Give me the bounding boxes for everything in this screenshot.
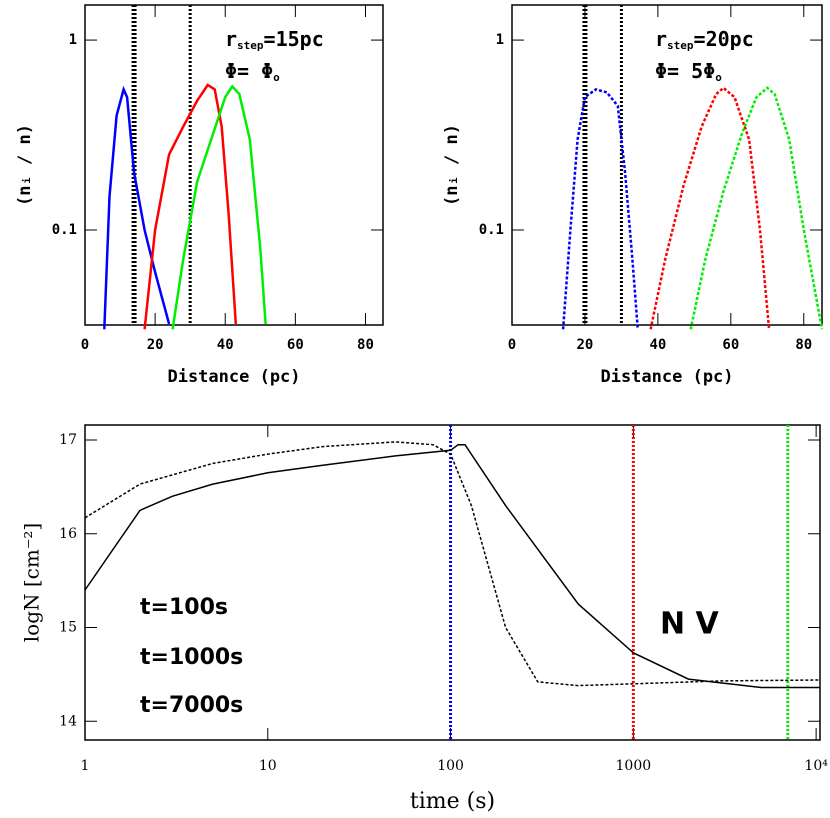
- x-tick-label: 10: [259, 758, 277, 774]
- y-tick-label: 0.1: [479, 222, 504, 238]
- data-line: [84, 443, 820, 689]
- x-tick-label: 60: [287, 337, 304, 353]
- annotation-text: r: [655, 27, 667, 51]
- data-line: [84, 441, 821, 687]
- annotation-sub: o: [715, 71, 722, 84]
- data-line: [171, 84, 267, 330]
- annotation-text: =20pc: [694, 27, 754, 51]
- annotation: Φ= Φo: [225, 59, 280, 85]
- x-tick-label: 40: [217, 337, 234, 353]
- x-tick-label: 80: [357, 337, 374, 353]
- x-tick-label: 0: [508, 337, 516, 353]
- x-tick-label: 100: [437, 758, 464, 774]
- y-axis-label: (nᵢ / n): [15, 124, 35, 206]
- data-line: [689, 86, 824, 330]
- y-tick-label: 16: [59, 526, 77, 542]
- y-tick-label: 1: [496, 32, 504, 48]
- annotation: N V: [660, 607, 720, 642]
- data-line: [561, 88, 640, 330]
- plot-frame: [84, 424, 821, 741]
- x-tick-label: 0: [81, 337, 89, 353]
- plot-frame: [84, 4, 384, 326]
- annotation-text: r: [225, 27, 237, 51]
- y-axis-label: (nᵢ / n): [442, 124, 462, 206]
- panel: 1 10 100 1000 10⁴ 14 15 16 17 time (s) logN [cm⁻²]…: [20, 424, 828, 814]
- annotation-text: Φ= Φ: [225, 59, 273, 83]
- annotation: t=7000s: [140, 693, 243, 718]
- x-tick-label: 20: [147, 337, 164, 353]
- plot-frame: [511, 4, 823, 326]
- x-axis-label: Distance (pc): [600, 367, 733, 387]
- annotation-text: =15pc: [264, 27, 324, 51]
- annotation: Φ= 5Φo: [655, 59, 722, 85]
- y-axis-label: logN [cm⁻²]: [20, 523, 44, 642]
- panel: 0 20 40 60 80 1 0.1 Distance (pc) (nᵢ / n) rstep=…: [15, 4, 384, 387]
- x-axis-label: time (s): [410, 789, 495, 814]
- x-axis-label: Distance (pc): [167, 367, 300, 387]
- annotation: rstep=20pc: [655, 27, 754, 53]
- x-tick-label: 10⁴: [804, 758, 828, 774]
- data-line: [649, 86, 771, 330]
- annotation: t=1000s: [140, 645, 243, 670]
- annotation-text: Φ= 5Φ: [655, 59, 715, 83]
- annotation-sub: o: [273, 71, 280, 84]
- annotation: rstep=15pc: [225, 27, 324, 53]
- y-tick-label: 15: [59, 620, 77, 636]
- panel: 0 20 40 60 80 1 0.1 Distance (pc) (nᵢ / n) rstep=…: [442, 4, 824, 387]
- y-tick-label: 14: [59, 713, 77, 729]
- annotation-sub: step: [237, 39, 264, 52]
- y-tick-label: 0.1: [52, 222, 77, 238]
- x-tick-label: 1: [81, 758, 90, 774]
- x-tick-label: 80: [795, 337, 812, 353]
- x-tick-label: 40: [649, 337, 666, 353]
- y-tick-label: 1: [69, 32, 77, 48]
- y-tick-label: 17: [59, 432, 77, 448]
- x-tick-label: 1000: [616, 758, 652, 774]
- annotation-sub: step: [667, 39, 694, 52]
- annotation: t=100s: [140, 595, 228, 620]
- x-tick-label: 20: [577, 337, 594, 353]
- x-tick-label: 60: [722, 337, 739, 353]
- data-line: [143, 83, 238, 330]
